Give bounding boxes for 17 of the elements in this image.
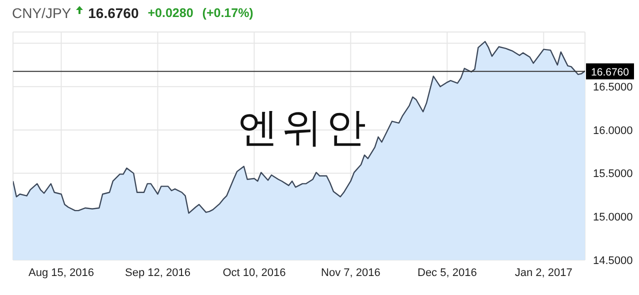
x-tick-label: Jan 2, 2017 — [514, 266, 572, 279]
y-tick-label: 16.0000 — [593, 124, 633, 137]
y-tick-label: 14.5000 — [593, 254, 633, 267]
x-tick-label: Nov 7, 2016 — [321, 266, 380, 279]
x-tick-label: Sep 12, 2016 — [124, 266, 190, 279]
text: +0.0280 — [148, 6, 194, 20]
y-tick-label: 16.5000 — [593, 82, 633, 94]
ref-line-label: 16.6760 — [591, 66, 630, 78]
y-tick-label: 15.5000 — [593, 168, 633, 180]
text: (+0.17%) — [202, 6, 254, 20]
y-tick-label: 15.0000 — [593, 212, 633, 224]
x-tick-label: Oct 10, 2016 — [222, 266, 286, 279]
text: 16.6760 — [88, 5, 139, 21]
x-tick-label: Aug 15, 2016 — [28, 266, 94, 279]
x-tick-label: Dec 5, 2016 — [418, 266, 477, 279]
annotation: 엔위안 — [238, 104, 370, 153]
chart-title: CNY/JPY — [12, 5, 72, 21]
